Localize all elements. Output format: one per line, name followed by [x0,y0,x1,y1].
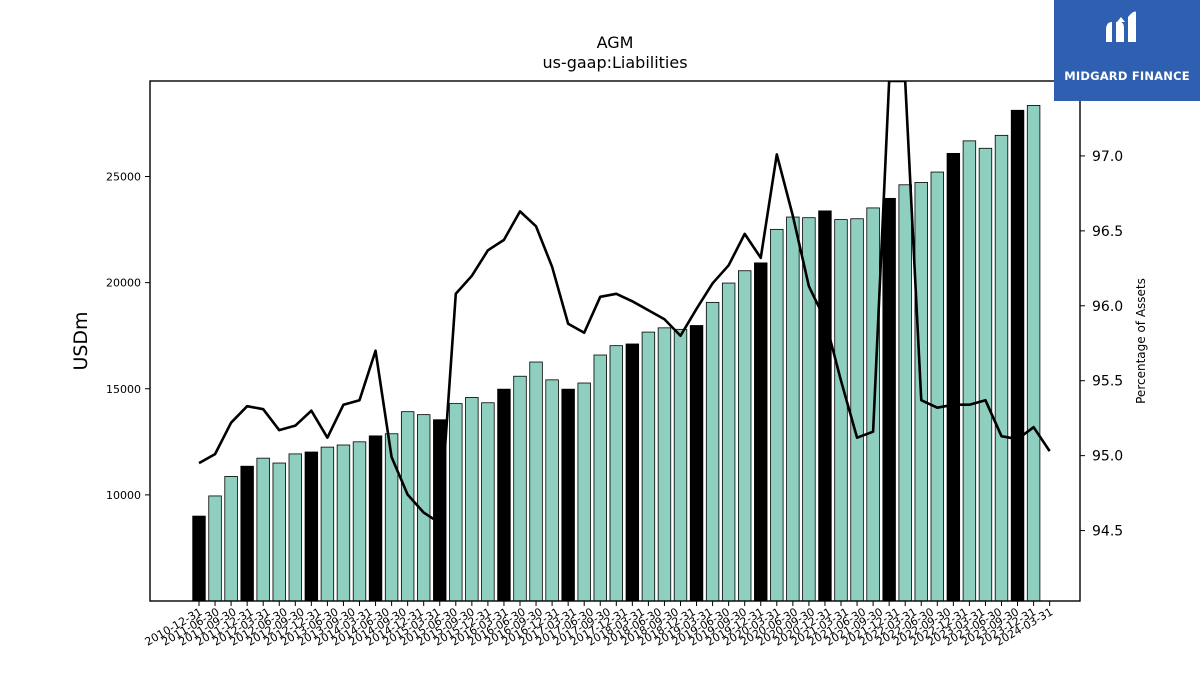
bar [754,262,768,602]
bar [481,402,495,602]
bar [850,218,864,602]
bar [994,134,1009,602]
bar [224,476,238,602]
chart-title: AGM [596,33,634,52]
bar [192,515,206,602]
bar [721,282,736,602]
bar [978,147,993,602]
bar [320,446,335,602]
bar [577,382,591,602]
bar [962,140,977,602]
bar [705,301,720,602]
bar [1010,109,1025,602]
bar [834,219,848,602]
bar [946,152,961,602]
bar [657,327,672,602]
y-tick-label: 10000 [106,489,141,502]
bar [882,197,896,602]
y-tick-label: 15000 [106,383,141,396]
line-series [198,81,1051,525]
bar [336,444,351,602]
line-path [198,81,1051,525]
y-axis-label: USDm [70,311,92,370]
bar [304,451,319,602]
bar [738,270,752,602]
y-axis-left: 10000 15000 20000 25000 [106,171,150,502]
bar [288,453,303,602]
bar [513,375,527,602]
logo-mark-icon [1106,11,1136,42]
bar [561,388,575,602]
bar [625,343,640,602]
bar [256,457,270,602]
bar [673,328,688,602]
bar [497,388,511,602]
bar [400,411,415,602]
bar [352,441,367,602]
bar [818,210,832,602]
y-right-tick-label: 96.0 [1092,299,1123,315]
bar [593,354,607,602]
bar [1026,105,1041,602]
y-right-tick-label: 97.0 [1092,149,1123,165]
plot-frame [149,80,1081,602]
y-right-tick-label: 95.5 [1092,374,1123,390]
bar [545,379,559,602]
bar [272,462,286,602]
y-right-tick-label: 94.5 [1092,524,1123,540]
bar [529,361,543,602]
bar [930,171,945,602]
y-axis-right: 94.5 95.0 95.5 96.0 96.5 97.0 [1080,149,1123,540]
bar-series [192,105,1041,602]
y-right-tick-label: 96.5 [1092,224,1123,240]
bar [240,465,254,602]
x-axis: 2010-12-312011-06-302011-09-302011-12-31… [143,601,1055,649]
bar [609,345,624,602]
y-axis-right-label: Percentage of Assets [1134,278,1148,404]
bar [770,228,784,602]
bar [465,397,479,602]
bar [368,435,383,602]
logo-text: MIDGARD FINANCE [1064,69,1190,83]
midgard-finance-logo: MIDGARD FINANCE [1054,0,1200,101]
bar [898,184,912,602]
bar [802,217,816,602]
y-tick-label: 25000 [106,171,141,184]
chart-subtitle: us-gaap:Liabilities [542,53,688,72]
bar [641,331,656,602]
y-tick-label: 20000 [106,277,141,290]
bar [208,495,222,602]
bar [689,325,704,602]
bar [449,403,463,602]
bar [786,216,800,602]
y-right-tick-label: 95.0 [1092,449,1123,465]
